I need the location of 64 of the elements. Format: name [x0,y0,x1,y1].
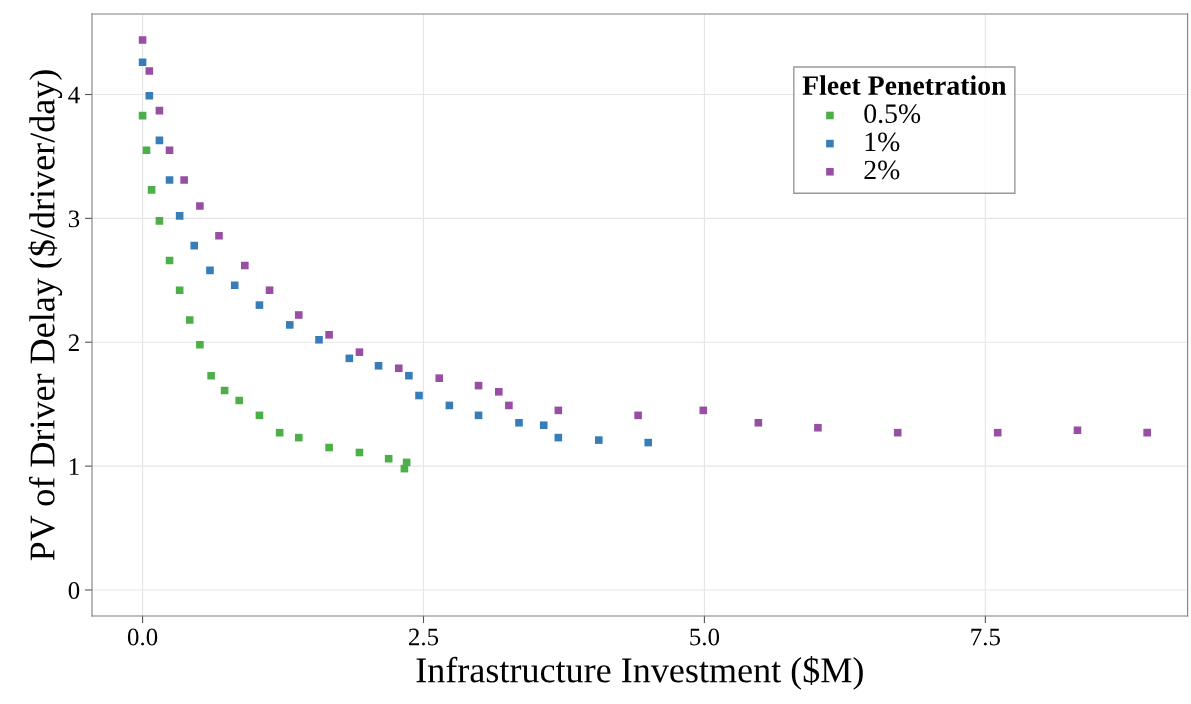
point [185,316,194,324]
x-tick-label: 2.5 [408,628,439,646]
legend-label: 1% [865,132,900,152]
point [235,396,244,405]
point [142,146,151,155]
x-tick-label: 5.0 [690,628,720,646]
point [374,361,383,370]
legend-label: 0.5% [864,104,921,124]
legend-label: 2% [864,160,900,180]
point [405,371,413,380]
point [294,433,303,442]
x-tick-label: 7.5 [971,628,1000,646]
point [145,67,154,75]
point [315,335,323,344]
y-axis-title: PV of Driver Delay ($/driver/day) [28,70,63,561]
point [207,371,215,380]
point [539,421,548,430]
point [325,331,333,339]
point [138,36,147,44]
point [355,348,364,356]
point [165,176,174,184]
point [634,411,642,420]
point [147,186,156,194]
point [594,436,603,444]
point [893,428,902,437]
point [265,286,274,295]
point [206,266,214,275]
point [435,374,444,382]
point [180,176,188,184]
y-tick-label: 1 [69,458,79,475]
point [814,423,822,432]
point [494,387,503,396]
point [515,418,523,427]
point [644,438,653,447]
point [155,217,164,225]
point [190,241,199,250]
point [241,261,249,270]
point [1143,428,1151,437]
point [165,146,174,155]
y-tick-label: 3 [68,210,80,228]
legend-title: Fleet Penetration [802,75,1007,95]
point [325,443,333,452]
point [196,340,204,349]
point [415,391,423,400]
point [175,212,184,220]
point [255,301,264,309]
y-tick-label: 2 [68,334,79,351]
point [215,231,223,240]
x-axis-title: Infrastructure Investment ($M) [416,656,863,690]
point [285,321,294,329]
point [175,286,184,295]
point [394,364,403,373]
point [196,202,204,210]
point [699,406,708,415]
point [1073,426,1082,434]
point [294,311,303,319]
y-tick-label: 4 [68,86,80,104]
point [230,281,239,290]
x-tick-label: 0.0 [127,628,158,646]
y-tick-label: 0 [68,582,80,599]
point [145,91,154,100]
point [754,418,763,427]
point [993,428,1002,437]
point [505,401,513,410]
